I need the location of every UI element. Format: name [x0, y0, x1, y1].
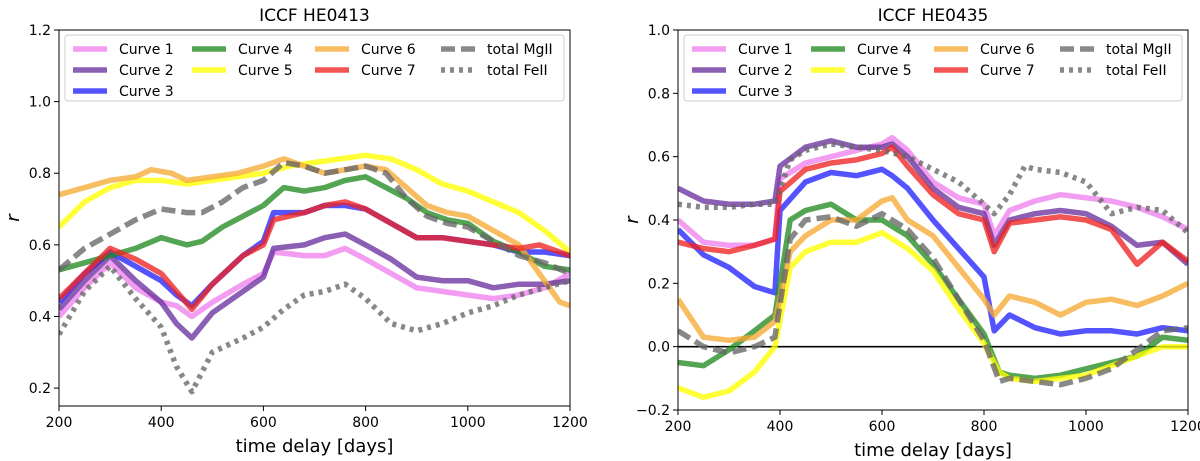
series-line-total-feii	[678, 141, 1188, 235]
y-axis-title: r	[3, 213, 24, 222]
legend-box	[683, 34, 1183, 102]
legend-label: Curve 2	[738, 63, 793, 79]
x-tick-label: 1200	[1170, 419, 1200, 435]
series-line-curve-4	[678, 201, 1188, 382]
y-tick-label: 0.6	[648, 150, 670, 166]
y-tick-label: 0.4	[29, 309, 51, 325]
series-group	[678, 134, 1188, 401]
legend-entry: Curve 2	[692, 63, 793, 79]
y-tick-label: 0.8	[648, 86, 670, 102]
x-tick-label: 800	[352, 415, 379, 431]
chart-title: ICCF HE0413	[259, 6, 370, 26]
y-tick-label: 0.2	[29, 381, 51, 397]
chart-title: ICCF HE0435	[878, 6, 989, 26]
legend-label: total MgII	[487, 42, 553, 58]
y-axis-title: r	[622, 215, 643, 224]
x-tick-label: 800	[971, 419, 998, 435]
legend-label: Curve 7	[361, 63, 416, 79]
x-axis-title: time delay [days]	[854, 440, 1012, 461]
x-tick-label: 1200	[552, 415, 588, 431]
x-tick-label: 600	[869, 419, 896, 435]
y-tick-label: 1.0	[648, 23, 670, 39]
legend-entry: total FeII	[1060, 63, 1167, 79]
x-tick-label: 400	[767, 419, 794, 435]
legend-entry: Curve 7	[934, 63, 1035, 79]
legend-label: total MgII	[1106, 42, 1172, 58]
legend: Curve 1 Curve 2 Curve 3 Curve 4 Curve 5 Curve…	[64, 34, 565, 102]
series-line-curve-5	[59, 152, 570, 255]
series-line-total-feii	[59, 263, 570, 395]
legend-label: Curve 3	[119, 84, 174, 100]
series-line-total-mgii	[59, 159, 570, 277]
legend-entry: Curve 4	[811, 42, 912, 58]
legend-entry: Curve 1	[692, 42, 793, 58]
y-tick-label: 1.2	[29, 23, 51, 39]
legend-entry: Curve 5	[192, 63, 293, 79]
y-tick-label: 0.4	[648, 213, 670, 229]
legend-label: Curve 6	[361, 42, 416, 58]
legend-label: Curve 3	[738, 84, 793, 100]
x-tick-label: 200	[46, 415, 73, 431]
y-tick-label: 0.6	[29, 238, 51, 254]
legend-label: Curve 1	[119, 42, 174, 58]
x-tick-label: 1000	[450, 415, 486, 431]
legend-label: Curve 4	[238, 42, 293, 58]
legend-box	[64, 34, 565, 102]
legend-label: total FeII	[1106, 63, 1167, 79]
legend-entry: Curve 1	[73, 42, 174, 58]
y-tick-label: −0.2	[636, 403, 670, 419]
y-tick-label: 0.0	[648, 340, 670, 356]
legend: Curve 1 Curve 2 Curve 3 Curve 4 Curve 5 Curve…	[683, 34, 1183, 102]
series-line-curve-7	[678, 144, 1188, 268]
legend-label: Curve 5	[857, 63, 912, 79]
y-tick-label: 0.8	[29, 166, 51, 182]
legend-entry: Curve 7	[315, 63, 416, 79]
x-tick-label: 600	[250, 415, 277, 431]
series-line-curve-5	[678, 229, 1188, 401]
legend-entry: total MgII	[1060, 42, 1172, 58]
series-line-curve-3	[678, 166, 1188, 337]
series-line-curve-7	[59, 199, 570, 313]
x-tick-label: 400	[148, 415, 175, 431]
legend-label: total FeII	[487, 63, 548, 79]
series-line-curve-6	[678, 195, 1188, 344]
legend-label: Curve 6	[980, 42, 1035, 58]
x-axis-title: time delay [days]	[236, 436, 394, 457]
legend-entry: Curve 6	[315, 42, 416, 58]
series-group	[59, 152, 570, 395]
y-tick-label: 0.2	[648, 276, 670, 292]
legend-entry: total FeII	[441, 63, 548, 79]
series-line-curve-2	[59, 231, 570, 341]
legend-entry: Curve 6	[934, 42, 1035, 58]
legend-entry: total MgII	[441, 42, 553, 58]
legend-entry: Curve 3	[692, 84, 793, 100]
x-tick-label: 200	[665, 419, 692, 435]
legend-label: Curve 4	[857, 42, 912, 58]
chart-panel-1: ICCF HE0413 200 400 600 800 1000 1200 0.2 0.4 0.6…	[3, 6, 588, 457]
legend-entry: Curve 2	[73, 63, 174, 79]
legend-entry: Curve 4	[192, 42, 293, 58]
legend-label: Curve 7	[980, 63, 1035, 79]
legend-label: Curve 2	[119, 63, 174, 79]
legend-label: Curve 1	[738, 42, 793, 58]
chart-panel-2: ICCF HE0435 200 400 600 800 1000 1200 −0.2 0.0 0.…	[622, 6, 1200, 461]
legend-label: Curve 5	[238, 63, 293, 79]
x-tick-label: 1000	[1068, 419, 1104, 435]
plot-frame	[58, 29, 571, 407]
y-tick-label: 1.0	[29, 95, 51, 111]
legend-entry: Curve 3	[73, 84, 174, 100]
legend-entry: Curve 5	[811, 63, 912, 79]
